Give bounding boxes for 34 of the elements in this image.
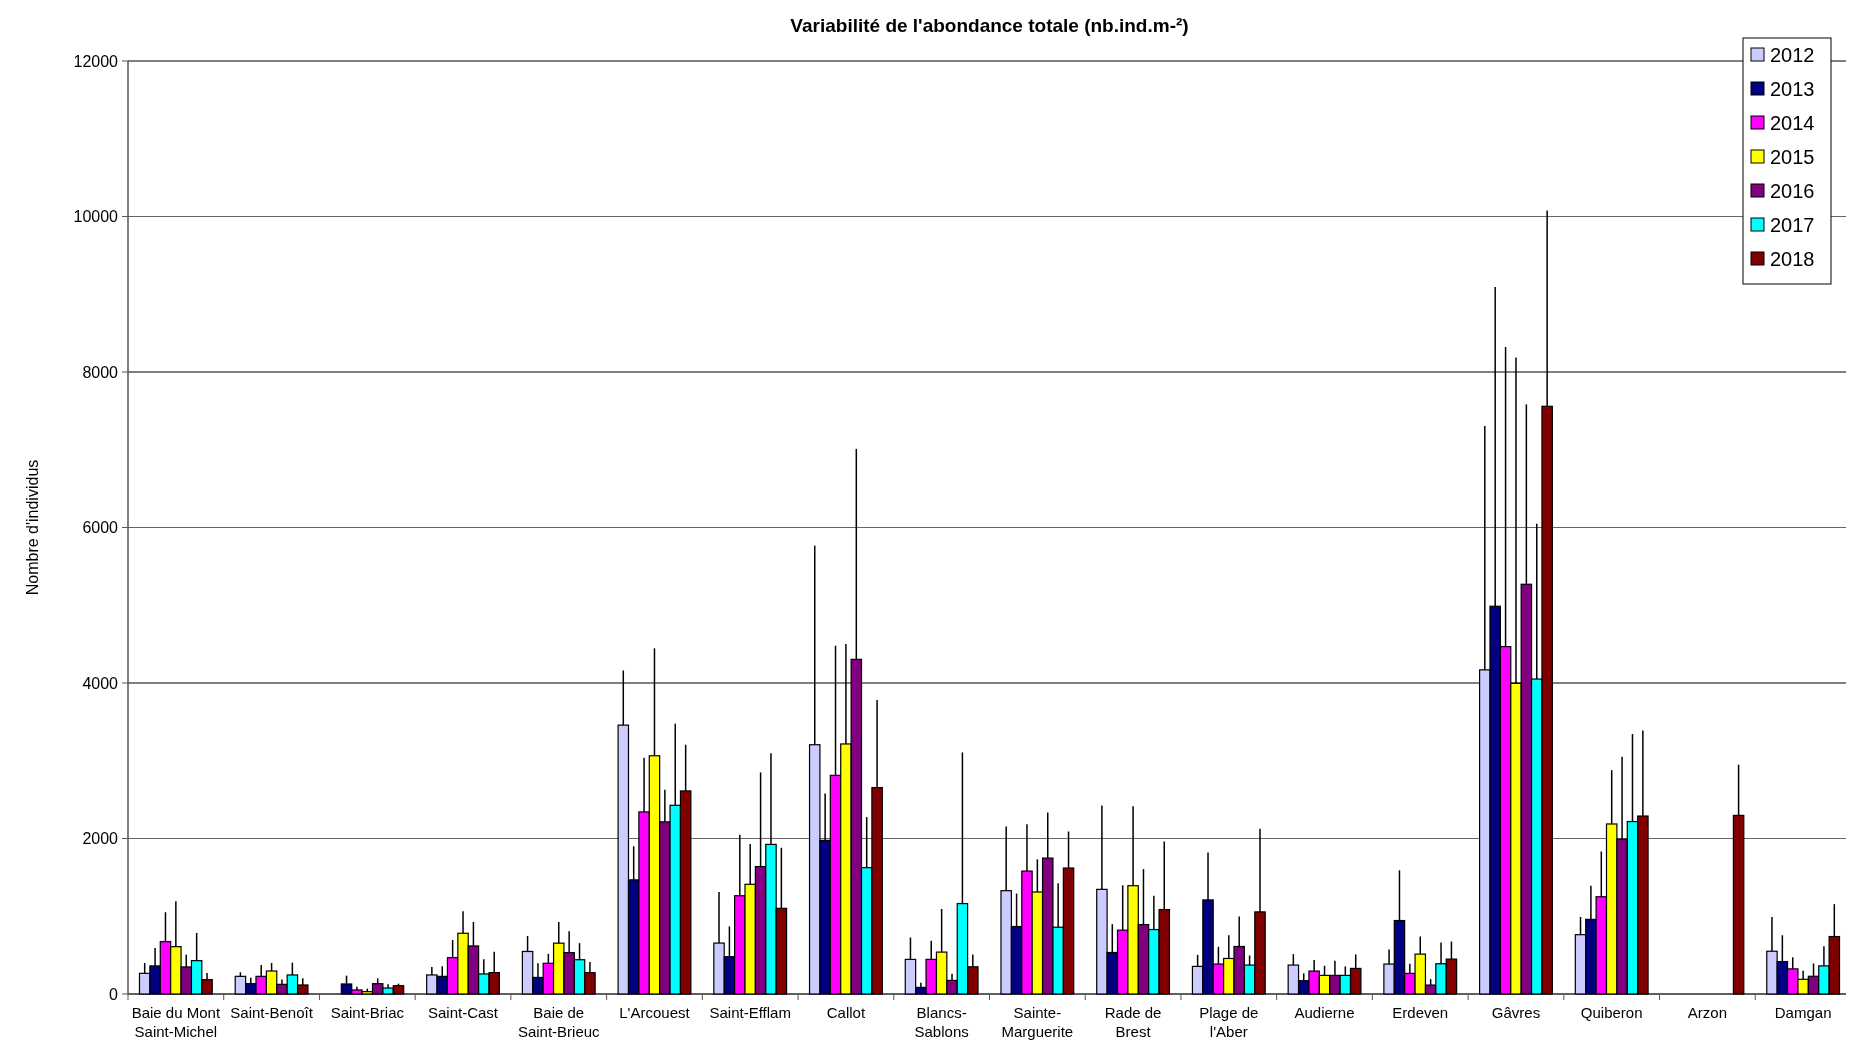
y-tick-label: 0 [109, 985, 119, 1003]
legend-label: 2013 [1770, 78, 1815, 100]
x-tick-label: Blancs-Sablons [914, 1004, 969, 1040]
x-tick-label: Damgan [1774, 1004, 1832, 1021]
x-tick-label: Quiberon [1580, 1004, 1643, 1021]
chart-title: Variabilité de l'abondance totale (nb.ind.m-²) [790, 15, 1189, 36]
legend-label: 2018 [1770, 248, 1815, 270]
x-tick-label: Saint-Benoît [230, 1004, 314, 1021]
x-tick-label: Gâvres [1491, 1004, 1541, 1021]
y-axis-title: Nombre d'individus [24, 459, 41, 596]
legend-label: 2012 [1770, 44, 1815, 66]
y-tick-label: 6000 [82, 519, 119, 537]
legend-label: 2015 [1770, 146, 1815, 168]
x-tick-label: Baie du Mont Saint-Michel [131, 1004, 221, 1040]
x-tick-label: Callot [826, 1004, 866, 1021]
y-tick-label: 8000 [82, 363, 119, 381]
x-tick-label: Saint-Cast [428, 1004, 499, 1021]
x-tick-label: Saint-Efflam [709, 1004, 791, 1021]
x-tick-label: Erdeven [1392, 1004, 1449, 1021]
x-tick-label: Audierne [1294, 1004, 1355, 1021]
y-tick-label: 4000 [82, 674, 119, 692]
legend-label: 2017 [1770, 214, 1815, 236]
x-tick-label: Saint-Briac [330, 1004, 405, 1021]
x-tick-label: Rade de Brest [1104, 1004, 1162, 1040]
x-tick-label: Plage de l'Aber [1199, 1004, 1259, 1040]
x-tick-label: Baie de Saint-Brieuc [517, 1004, 601, 1040]
legend-label: 2016 [1770, 180, 1815, 202]
y-tick-label: 2000 [82, 830, 119, 848]
x-tick-label: Arzon [1687, 1004, 1728, 1021]
x-tick-label: Sainte-Marguerite [1001, 1004, 1074, 1040]
y-tick-label: 12000 [73, 52, 119, 70]
y-tick-label: 10000 [73, 208, 119, 226]
x-tick-label: L'Arcouest [619, 1004, 691, 1021]
legend-label: 2014 [1770, 112, 1815, 134]
